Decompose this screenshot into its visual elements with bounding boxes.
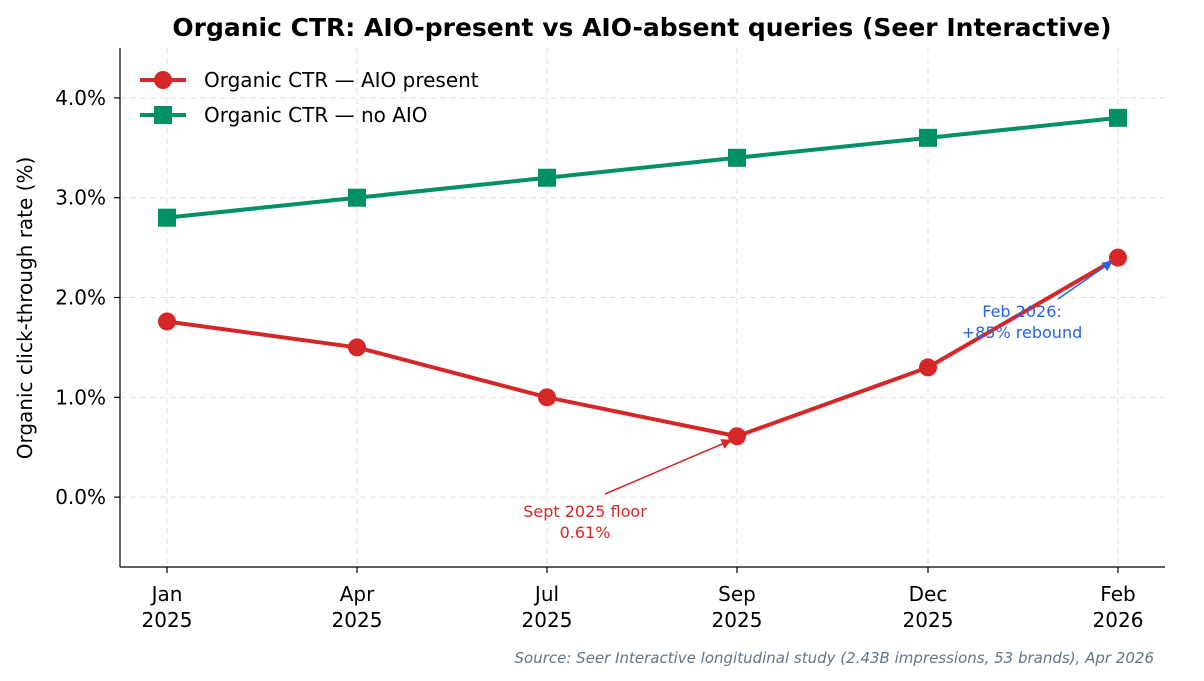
legend-marker: [154, 71, 172, 89]
x-tick-label: Apr 2025: [332, 582, 383, 632]
series-line-1: [166, 255, 1120, 439]
data-point: [919, 358, 937, 377]
y-tick-label: 4.0%: [55, 86, 106, 110]
data-point: [348, 338, 366, 357]
x-tick-label: Feb 2026: [1093, 582, 1144, 632]
data-point: [1109, 248, 1127, 267]
x-tick-label: Jan 2025: [142, 582, 193, 632]
chart-title: Organic CTR: AIO-present vs AIO-absent q…: [172, 13, 1111, 42]
y-tick-label: 2.0%: [55, 286, 106, 310]
y-tick-label: 3.0%: [55, 186, 106, 210]
x-tick-label: Jul 2025: [522, 582, 573, 632]
annotation-label: Sept 2025 floor 0.61%: [523, 502, 647, 542]
y-tick-label: 0.0%: [55, 485, 106, 509]
data-point: [348, 188, 366, 207]
data-point: [158, 312, 176, 331]
series: [158, 108, 1127, 446]
grid: [120, 48, 1165, 567]
data-point: [538, 168, 556, 187]
legend-label: Organic CTR — AIO present: [204, 68, 479, 92]
data-point: [158, 208, 176, 227]
series-line-2: [166, 115, 1119, 220]
y-tick-label: 1.0%: [55, 385, 106, 409]
annotation-arrow: [604, 439, 732, 495]
source-note: Source: Seer Interactive longitudinal st…: [515, 649, 1154, 667]
annotations: Sept 2025 floor 0.61% Feb 2026: +85% reboun…: [523, 260, 1113, 542]
data-point: [728, 427, 746, 446]
data-point: [728, 148, 746, 167]
legend-marker: [154, 106, 172, 124]
legend: Organic CTR — AIO present Organic CTR — n…: [140, 68, 479, 127]
data-point: [538, 388, 556, 407]
y-axis-label: Organic click-through rate (%): [13, 157, 37, 460]
data-point: [919, 128, 937, 147]
legend-label: Organic CTR — no AIO: [204, 103, 428, 127]
annotation-label: Feb 2026: +85% rebound: [962, 302, 1083, 342]
x-tick-label: Sep 2025: [712, 582, 763, 632]
data-point: [1109, 108, 1127, 127]
axes: 0.0% 1.0% 2.0% 3.0% 4.0% Jan 2025 Apr 2025 Jul 202…: [55, 48, 1165, 632]
x-tick-label: Dec 2025: [903, 582, 954, 632]
annotation-arrow: [1057, 260, 1113, 300]
